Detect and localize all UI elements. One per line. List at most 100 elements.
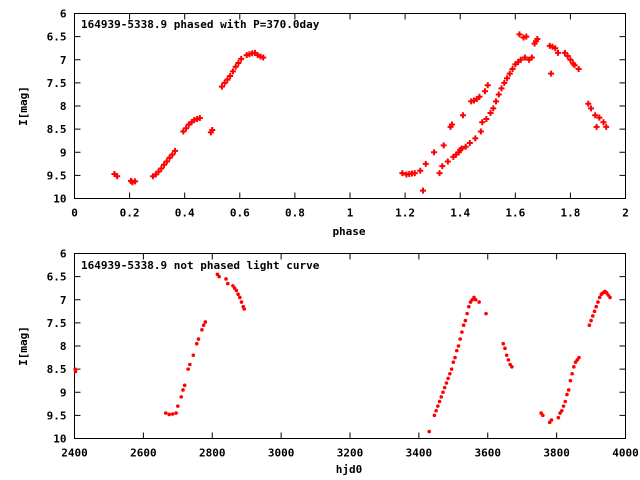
data-point — [481, 88, 488, 95]
y-tick-label: 8.5 — [47, 363, 67, 376]
data-point — [512, 61, 519, 68]
data-point — [217, 274, 221, 279]
series-unphased — [73, 272, 612, 434]
data-point — [541, 413, 545, 418]
data-point — [495, 91, 502, 98]
data-point — [451, 360, 456, 364]
data-point — [477, 300, 481, 304]
data-point — [181, 388, 185, 392]
data-point — [567, 56, 574, 63]
data-point — [431, 149, 438, 156]
data-point — [461, 323, 466, 327]
data-point — [200, 328, 204, 332]
x-tick-label: 4000 — [612, 447, 639, 460]
data-point — [176, 404, 180, 408]
y-tick-label: 9 — [60, 386, 67, 399]
data-point — [447, 123, 454, 130]
y-ticks-phased: 6 6.5 7 7.5 8 8.5 9 9.5 10 — [47, 8, 626, 206]
y-tick-label: 6.5 — [47, 31, 67, 44]
data-point — [448, 121, 455, 128]
data-point — [501, 341, 506, 346]
data-point — [596, 114, 603, 121]
x-axis-label-phased: phase — [332, 225, 365, 238]
data-point — [179, 395, 184, 399]
data-point — [411, 170, 418, 177]
data-point — [493, 98, 500, 105]
y-tick-label: 7.5 — [47, 77, 67, 90]
data-point — [232, 63, 239, 70]
x-tick-label: 1.8 — [560, 207, 580, 220]
data-point — [592, 309, 597, 314]
data-point — [588, 105, 595, 112]
data-point — [566, 388, 571, 392]
data-point — [577, 355, 581, 360]
data-point — [517, 56, 524, 63]
data-point — [462, 143, 469, 150]
data-point — [194, 341, 199, 346]
data-point — [185, 121, 192, 128]
x-tick-label: 0.8 — [285, 207, 305, 220]
data-point — [556, 415, 561, 420]
data-point — [455, 149, 462, 156]
x-tick-label: 2 — [622, 207, 629, 220]
data-point — [73, 369, 78, 374]
y-axis-label-unphased: I[mag] — [17, 326, 30, 366]
data-point — [209, 127, 216, 134]
data-point — [563, 399, 568, 404]
data-point — [152, 171, 159, 178]
data-point — [180, 128, 187, 135]
data-point — [196, 337, 201, 341]
data-point — [528, 54, 535, 61]
data-point — [534, 35, 541, 42]
data-point — [473, 297, 478, 302]
x-tick-label: 2600 — [130, 447, 157, 460]
data-point — [594, 304, 599, 309]
data-point — [568, 378, 573, 383]
x-tick-label: 3000 — [268, 447, 295, 460]
data-point — [603, 123, 610, 130]
data-point — [571, 62, 578, 69]
x-tick-label: 0.4 — [175, 207, 195, 220]
data-point — [169, 151, 176, 158]
data-point — [450, 153, 457, 160]
data-point — [473, 96, 480, 103]
data-point — [218, 83, 225, 90]
data-point — [484, 82, 491, 89]
data-point — [242, 307, 247, 311]
data-point — [504, 75, 511, 82]
data-point — [454, 348, 459, 353]
data-point — [434, 408, 438, 413]
data-point — [460, 330, 464, 334]
x-tick-label: 2400 — [61, 447, 88, 460]
data-point — [608, 295, 612, 300]
data-point — [592, 112, 599, 119]
data-point — [504, 353, 509, 358]
data-point — [548, 70, 555, 77]
y-tick-label: 7 — [60, 294, 67, 307]
data-point — [225, 281, 230, 286]
data-point — [459, 112, 466, 119]
data-point — [490, 105, 497, 112]
data-point — [221, 79, 228, 86]
data-point — [559, 408, 564, 413]
x-tick-label: 3400 — [406, 447, 433, 460]
data-point — [235, 59, 242, 66]
x-axis-label-unphased: hjd0 — [336, 463, 363, 476]
data-point — [254, 52, 261, 59]
data-point — [420, 187, 427, 194]
data-point — [453, 355, 457, 360]
data-point — [523, 33, 530, 40]
data-point — [444, 381, 449, 385]
chart-title-phased: 164939-5338.9 phased with P=370.0day — [81, 18, 320, 31]
data-point — [516, 31, 523, 38]
data-point — [172, 147, 179, 154]
data-point — [161, 161, 168, 168]
data-point — [590, 314, 595, 318]
data-point — [587, 323, 592, 327]
data-point — [238, 295, 242, 300]
data-point — [239, 300, 244, 304]
y-tick-label: 8.5 — [47, 123, 67, 136]
data-point — [224, 76, 231, 83]
data-point — [564, 53, 571, 60]
y-tick-label: 9.5 — [47, 169, 67, 182]
